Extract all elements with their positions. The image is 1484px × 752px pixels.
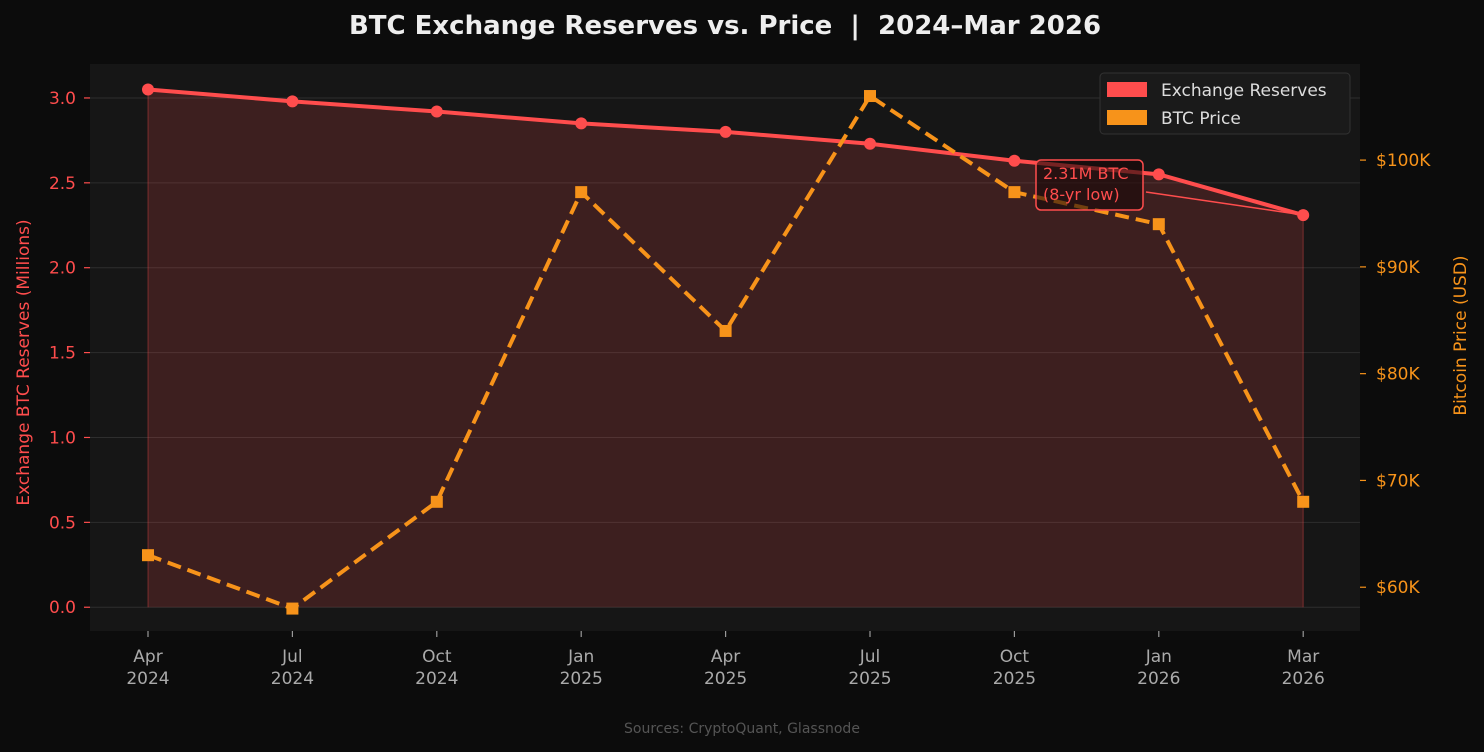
left-tick-label: 1.5 bbox=[49, 344, 76, 364]
x-tick-year: 2024 bbox=[126, 669, 169, 689]
right-axis-title: Bitcoin Price (USD) bbox=[1451, 255, 1471, 415]
x-tick-label: Jan bbox=[1145, 647, 1172, 667]
price-point bbox=[430, 495, 443, 508]
reserves-point bbox=[864, 137, 876, 150]
price-point bbox=[719, 324, 732, 337]
x-tick-label: Apr bbox=[133, 647, 162, 667]
x-tick-year: 2024 bbox=[415, 669, 458, 689]
annotation-line-1: 2.31M BTC bbox=[1043, 164, 1129, 183]
right-tick-label: $60K bbox=[1376, 578, 1420, 598]
x-tick-year: 2026 bbox=[1282, 669, 1325, 689]
x-tick-label: Mar bbox=[1287, 647, 1319, 667]
annotation-arrow bbox=[1145, 191, 1298, 215]
legend-label: Exchange Reserves bbox=[1161, 81, 1327, 101]
reserves-point bbox=[430, 105, 443, 118]
left-tick-label: 3.0 bbox=[49, 89, 76, 109]
x-tick-year: 2024 bbox=[271, 669, 314, 689]
reserves-point bbox=[286, 95, 299, 108]
annotation-line-2: (8-yr low) bbox=[1043, 185, 1120, 204]
legend-box bbox=[1099, 72, 1351, 135]
legend: Exchange Reserves BTC Price bbox=[1099, 72, 1351, 135]
reserves-area-fill bbox=[147, 89, 1304, 608]
left-tick-label: 0.0 bbox=[49, 598, 76, 618]
x-tick-label: Jan bbox=[567, 647, 594, 667]
reserves-point bbox=[1297, 209, 1310, 222]
right-tick-label: $70K bbox=[1376, 471, 1420, 491]
price-point bbox=[1297, 495, 1310, 508]
right-tick-label: $100K bbox=[1376, 151, 1431, 171]
price-point bbox=[142, 549, 154, 562]
x-tick-label: Jul bbox=[859, 647, 881, 667]
reserves-point bbox=[1008, 154, 1021, 167]
x-tick-year: 2025 bbox=[704, 669, 747, 689]
right-tick-label: $80K bbox=[1376, 365, 1420, 385]
chart-title: BTC Exchange Reserves vs. Price | 2024–M… bbox=[349, 11, 1101, 41]
price-point bbox=[864, 90, 876, 103]
price-point bbox=[575, 186, 588, 199]
legend-swatch bbox=[1107, 110, 1147, 125]
left-axis-title: Exchange BTC Reserves (Millions) bbox=[14, 219, 34, 505]
price-point bbox=[1152, 218, 1165, 231]
x-tick-year: 2025 bbox=[848, 669, 891, 689]
x-tick-label: Oct bbox=[1000, 647, 1030, 667]
x-tick-label: Apr bbox=[711, 647, 740, 667]
left-tick-label: 2.0 bbox=[49, 259, 76, 279]
reserves-point bbox=[142, 83, 154, 96]
price-point bbox=[1008, 186, 1021, 199]
annotation-box bbox=[1035, 159, 1144, 211]
reserves-point bbox=[719, 125, 732, 138]
reserves-area bbox=[148, 89, 1304, 608]
reserves-point bbox=[575, 117, 588, 130]
plot-area bbox=[90, 64, 1360, 631]
annotation: 2.31M BTC (8-yr low) bbox=[1035, 159, 1298, 215]
right-tick-label: $90K bbox=[1376, 258, 1420, 278]
left-tick-label: 1.0 bbox=[49, 428, 76, 448]
legend-label: BTC Price bbox=[1161, 109, 1241, 129]
legend-swatch bbox=[1107, 82, 1147, 97]
left-tick-label: 0.5 bbox=[49, 513, 76, 533]
price-point bbox=[286, 602, 299, 615]
x-tick-label: Oct bbox=[422, 647, 452, 667]
price-line bbox=[147, 94, 1305, 611]
x-tick-year: 2026 bbox=[1137, 669, 1180, 689]
x-tick-year: 2025 bbox=[560, 669, 603, 689]
x-tick-year: 2025 bbox=[993, 669, 1036, 689]
left-tick-label: 2.5 bbox=[49, 174, 76, 194]
x-tick-label: Jul bbox=[281, 647, 303, 667]
source-note: Sources: CryptoQuant, Glassnode bbox=[624, 721, 860, 737]
axes: 0.0 0.5 1.0 1.5 2.0 2.5 3.0 $60K $70K $80K $90K $10… bbox=[14, 89, 1471, 689]
reserves-point bbox=[1152, 168, 1165, 181]
